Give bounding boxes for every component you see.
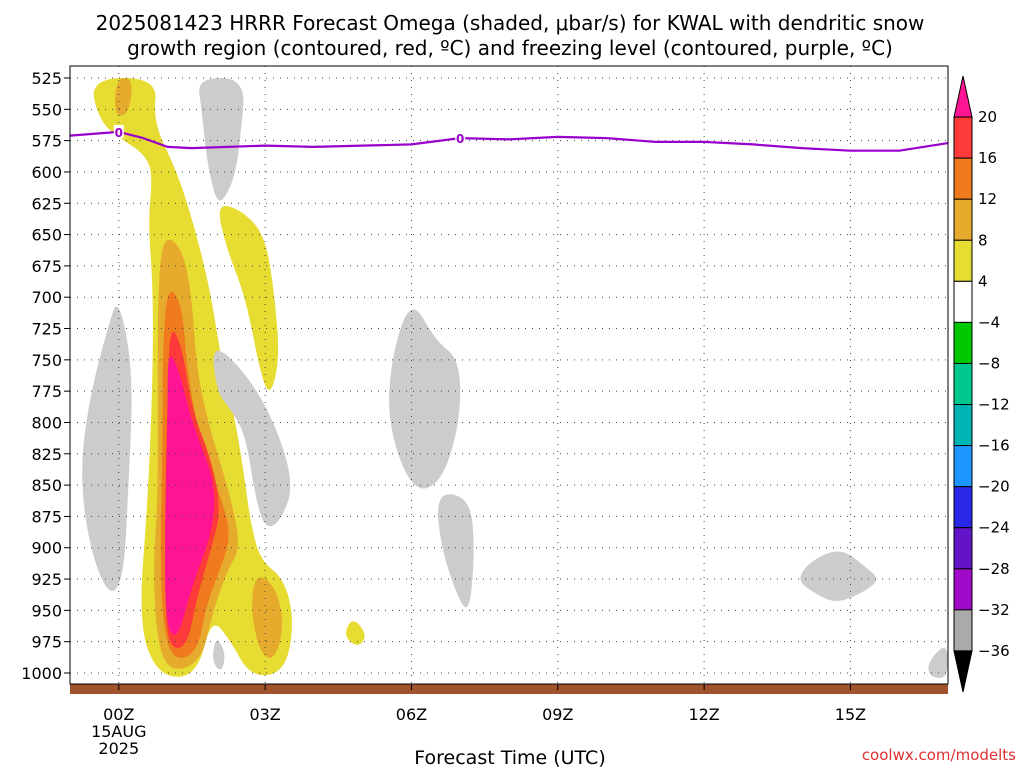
colorbar-label-7: −12 (978, 396, 1010, 414)
colorbar-swatch-0 (953, 75, 973, 118)
omega-region-1 (219, 206, 279, 390)
freezing-level-label-bg-1 (455, 131, 466, 145)
omega-region-5 (252, 577, 283, 658)
y-tick-label-0: 525 (31, 69, 62, 88)
y-tick-label-15: 900 (31, 539, 62, 558)
x-axis-ticks: 00Z 03Z 06Z 09Z 12Z 15Z (103, 684, 866, 724)
y-axis-ticks: 525 550 575 600 625 650 675 700 725 750 775 800 825 8… (21, 69, 70, 683)
x-tick-label-4: 12Z (688, 705, 719, 724)
omega-region-22 (109, 448, 118, 482)
omega-region-14 (800, 551, 877, 601)
x-axis-date-year: 2025 (98, 739, 139, 758)
colorbar-swatch-6 (953, 321, 973, 364)
y-tick-label-5: 650 (31, 226, 62, 245)
y-tick-label-10: 775 (31, 382, 62, 401)
colorbar-swatch-1 (953, 116, 973, 159)
colorbar-swatch-9 (953, 445, 973, 488)
omega-region-19 (252, 432, 278, 506)
colorbar-label-0: 20 (978, 108, 997, 126)
y-tick-label-7: 700 (31, 288, 62, 307)
colorbar-swatch-11 (953, 527, 973, 570)
y-tick-label-1: 550 (31, 100, 62, 119)
x-tick-label-3: 09Z (542, 705, 573, 724)
omega-region-8 (165, 356, 215, 635)
omega-region-2 (346, 621, 365, 645)
y-tick-label-9: 750 (31, 351, 62, 370)
colorbar-swatch-3 (953, 198, 973, 241)
omega-region-13 (437, 494, 474, 608)
colorbar-label-9: −20 (978, 478, 1010, 496)
colorbar-swatch-14 (953, 650, 973, 693)
colorbar-label-3: 8 (978, 231, 988, 249)
x-tick-label-0: 00Z (103, 705, 134, 724)
y-tick-label-14: 875 (31, 507, 62, 526)
colorbar: 20 16 12 8 4 −4 −8 −12 −16 −20 −24 −28 −32 −36 (953, 75, 1010, 693)
x-axis-label: Forecast Time (UTC) (414, 747, 605, 768)
y-tick-label-3: 600 (31, 163, 62, 182)
x-tick-label-2: 06Z (396, 705, 427, 724)
chart-title-line-1: 2025081423 HRRR Forecast Omega (shaded, … (96, 11, 925, 35)
colorbar-label-13: −36 (978, 642, 1010, 660)
dotted-grid (70, 66, 948, 684)
x-axis-date-day: 15AUG (91, 722, 146, 741)
x-tick-label-5: 15Z (835, 705, 866, 724)
colorbar-label-4: 4 (978, 272, 988, 290)
colorbar-label-10: −24 (978, 519, 1010, 537)
colorbar-label-12: −32 (978, 601, 1010, 619)
y-tick-label-4: 625 (31, 194, 62, 213)
colorbar-swatch-8 (953, 404, 973, 447)
colorbar-swatch-13 (953, 609, 973, 652)
chart-title-line-2: growth region (contoured, red, ºC) and f… (127, 36, 893, 60)
plot-frame (69, 65, 949, 685)
colorbar-label-2: 12 (978, 190, 997, 208)
omega-region-12 (389, 309, 461, 489)
y-tick-label-18: 975 (31, 633, 62, 652)
colorbar-label-8: −16 (978, 437, 1010, 455)
y-tick-label-8: 725 (31, 320, 62, 339)
colorbar-label-6: −8 (978, 354, 1000, 372)
colorbar-label-1: 16 (978, 149, 997, 167)
colorbar-swatch-10 (953, 486, 973, 529)
y-tick-label-16: 925 (31, 570, 62, 589)
terrain-strip (70, 684, 948, 694)
credit-text: coolwx.com/modelts (862, 746, 1016, 764)
omega-region-16 (928, 647, 948, 679)
y-tick-label-6: 675 (31, 257, 62, 276)
y-tick-label-11: 800 (31, 413, 62, 432)
y-tick-label-17: 950 (31, 601, 62, 620)
freezing-level-label-0: 0 (115, 126, 123, 140)
freezing-level-label-bg-0 (113, 124, 124, 138)
y-tick-label-12: 825 (31, 445, 62, 464)
x-tick-label-1: 03Z (249, 705, 280, 724)
y-tick-label-2: 575 (31, 132, 62, 151)
omega-region-15 (213, 640, 225, 670)
colorbar-swatch-4 (953, 239, 973, 282)
freezing-level-line (69, 130, 949, 152)
colorbar-swatch-12 (953, 568, 973, 611)
colorbar-swatch-5 (953, 280, 973, 323)
colorbar-label-11: −28 (978, 560, 1010, 578)
colorbar-label-5: −4 (978, 313, 1000, 331)
freezing-level-label-1: 0 (456, 132, 464, 146)
colorbar-swatch-2 (953, 157, 973, 200)
omega-shading (82, 78, 948, 679)
y-tick-label-19: 1000 (21, 664, 62, 683)
colorbar-swatch-7 (953, 362, 973, 406)
y-tick-label-13: 850 (31, 476, 62, 495)
